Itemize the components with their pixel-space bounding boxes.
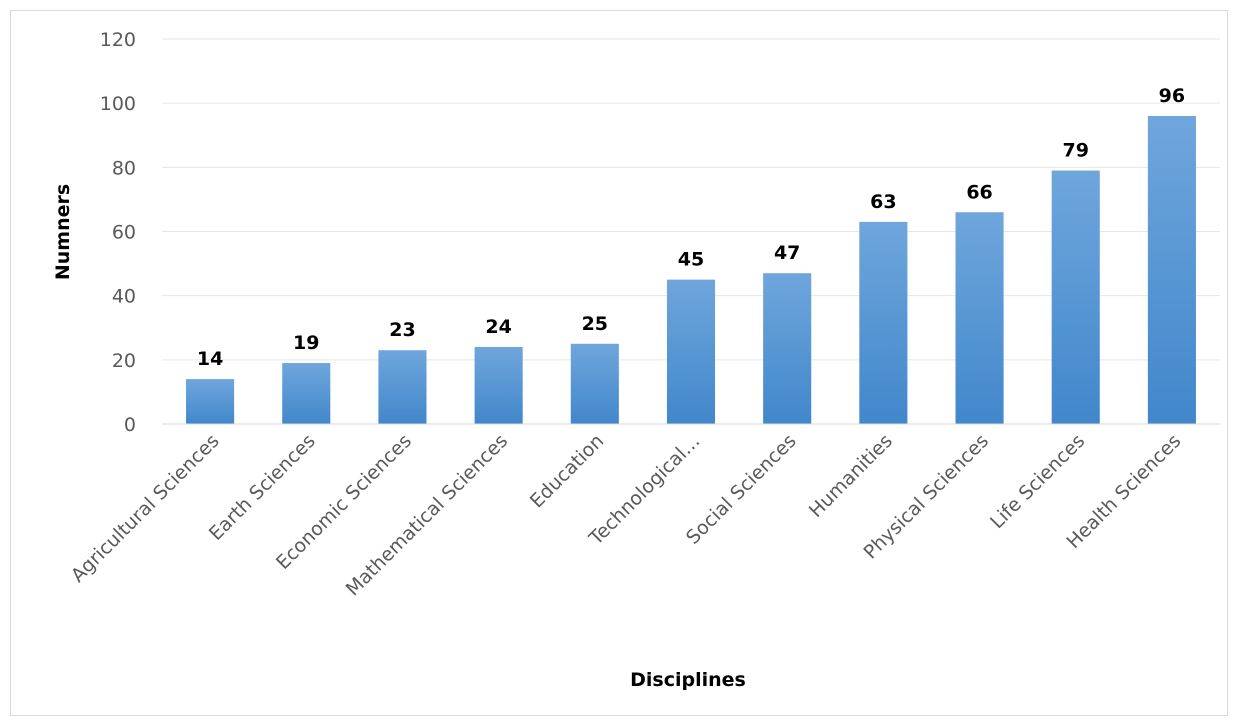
bar bbox=[186, 379, 235, 424]
y-axis-ticks: 0 20 40 60 80 100 120 bbox=[100, 29, 136, 436]
y-tick-label: 0 bbox=[124, 414, 136, 436]
data-label: 23 bbox=[389, 319, 415, 341]
bar bbox=[570, 343, 619, 424]
y-axis-title: Numners bbox=[52, 184, 74, 280]
category-label: Life Sciences bbox=[986, 430, 1089, 533]
bar bbox=[666, 279, 716, 424]
data-label: 63 bbox=[870, 191, 896, 213]
y-tick-label: 80 bbox=[112, 157, 136, 179]
bar bbox=[955, 212, 1004, 424]
y-tick-label: 100 bbox=[100, 93, 136, 115]
y-tick-label: 60 bbox=[112, 222, 136, 244]
data-label: 66 bbox=[966, 181, 992, 203]
y-tick-label: 20 bbox=[112, 350, 136, 372]
bar bbox=[859, 221, 908, 424]
bar bbox=[282, 363, 331, 424]
data-label: 25 bbox=[582, 313, 608, 335]
data-label: 45 bbox=[678, 249, 704, 271]
category-label: Agricultural Sciences bbox=[67, 430, 224, 587]
data-label: 96 bbox=[1159, 85, 1185, 107]
bar bbox=[1051, 170, 1100, 424]
bar bbox=[1147, 116, 1196, 424]
data-label: 19 bbox=[293, 332, 319, 354]
category-label: Education bbox=[526, 430, 608, 512]
data-label: 79 bbox=[1063, 140, 1089, 162]
bar bbox=[474, 347, 523, 424]
gridlines bbox=[162, 38, 1220, 361]
data-label: 24 bbox=[485, 316, 511, 338]
y-tick-label: 120 bbox=[100, 29, 136, 51]
bar bbox=[763, 273, 812, 424]
data-label: 47 bbox=[774, 242, 800, 264]
chart-area bbox=[10, 10, 1228, 716]
x-axis-title: Disciplines bbox=[630, 669, 746, 691]
y-tick-label: 40 bbox=[112, 286, 136, 308]
category-label: Mathematical Sciences bbox=[342, 430, 512, 600]
data-labels: 14 19 23 24 25 45 47 63 66 79 96 bbox=[197, 85, 1185, 370]
bar bbox=[378, 350, 427, 424]
category-label: Humanities bbox=[805, 430, 897, 522]
bars bbox=[186, 116, 1196, 424]
data-label: 14 bbox=[197, 348, 223, 370]
